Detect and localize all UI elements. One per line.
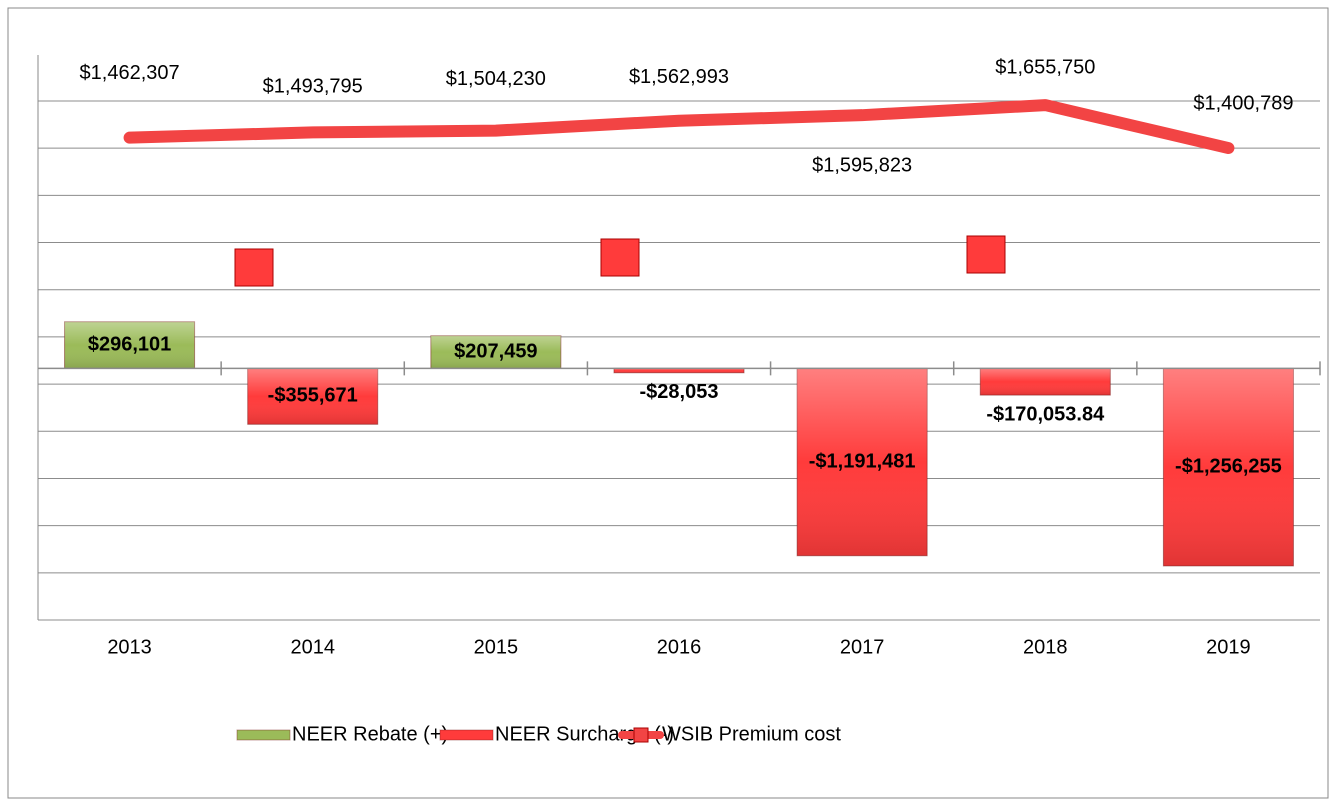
bar-sheen bbox=[430, 335, 561, 369]
marker-artifact bbox=[600, 238, 640, 277]
bar-value-label: -$1,191,481 bbox=[809, 450, 916, 472]
x-tick-label: 2019 bbox=[1206, 636, 1251, 658]
marker-artifact bbox=[966, 235, 1006, 274]
legend-swatch bbox=[439, 729, 494, 741]
bar-value-label: -$355,671 bbox=[268, 385, 358, 407]
x-tick-label: 2017 bbox=[840, 636, 885, 658]
marker-artifact bbox=[234, 248, 274, 287]
x-tick-label: 2014 bbox=[290, 636, 335, 658]
legend: NEER Rebate (+) NEER Surcharge (-)WSIB Pr… bbox=[236, 723, 841, 745]
bar-sheen bbox=[1163, 368, 1294, 566]
x-tick-label: 2018 bbox=[1023, 636, 1068, 658]
bar-sheen bbox=[64, 321, 195, 369]
line-layer bbox=[123, 99, 1235, 155]
line-value-label: $1,655,750 bbox=[995, 56, 1095, 78]
line-value-label: $1,462,307 bbox=[80, 62, 180, 84]
line-value-label: $1,595,823 bbox=[812, 154, 912, 176]
legend-label: NEER Rebate (+) bbox=[292, 723, 448, 745]
bar-sheen bbox=[797, 368, 928, 556]
line-value-label: $1,400,789 bbox=[1193, 92, 1293, 114]
line-series bbox=[123, 99, 1235, 155]
legend-marker bbox=[633, 727, 649, 743]
bar-sheen bbox=[613, 368, 745, 373]
legend-label: NEER Surcharge (-) bbox=[495, 723, 674, 745]
x-tick-label: 2016 bbox=[657, 636, 702, 658]
legend-swatch bbox=[236, 729, 291, 741]
line-value-label: $1,562,993 bbox=[629, 66, 729, 88]
bar-value-label: $207,459 bbox=[454, 340, 537, 362]
line-value-label: $1,504,230 bbox=[446, 68, 546, 90]
labels: $296,101 $207,459 -$355,671 -$28,053 -$1,191… bbox=[80, 56, 1294, 477]
bar-sheen bbox=[980, 368, 1111, 396]
bar-sheen bbox=[247, 368, 378, 425]
bar-value-label: -$28,053 bbox=[640, 381, 719, 403]
legend-label: WSIB Premium cost bbox=[662, 723, 841, 745]
x-tick-label: 2015 bbox=[474, 636, 519, 658]
bar-value-label: $296,101 bbox=[88, 333, 171, 355]
x-axis: 2013 2014 2015 2016 2017 2018 2019 bbox=[38, 361, 1321, 658]
x-tick-label: 2013 bbox=[107, 636, 152, 658]
bar-value-label: -$1,256,255 bbox=[1175, 455, 1282, 477]
line-value-label: $1,493,795 bbox=[263, 76, 363, 98]
bars bbox=[64, 321, 1294, 567]
bar-value-label: -$170,053.84 bbox=[986, 403, 1105, 425]
